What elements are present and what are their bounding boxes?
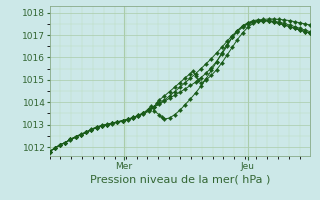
X-axis label: Pression niveau de la mer( hPa ): Pression niveau de la mer( hPa ) bbox=[90, 175, 270, 185]
